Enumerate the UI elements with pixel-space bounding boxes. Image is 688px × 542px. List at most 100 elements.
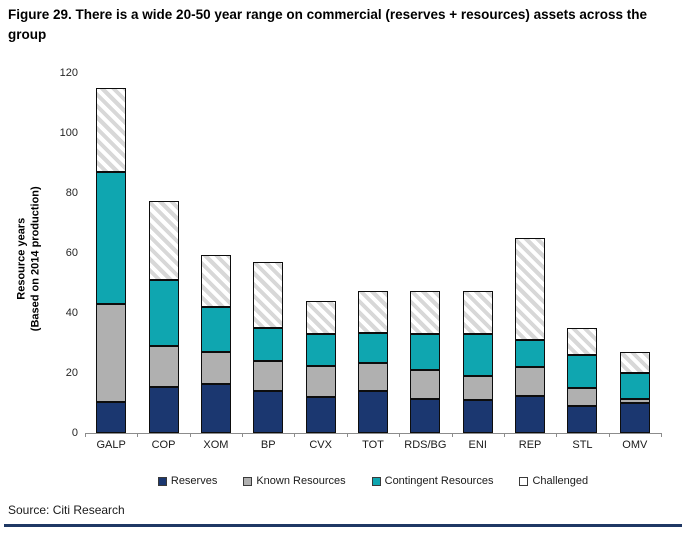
x-tick-label-xom: XOM (203, 439, 229, 451)
legend: Reserves Known Resources Contingent Resour… (85, 475, 661, 487)
bar-segment-reserves (148, 386, 179, 433)
bar-segment-challenged (148, 200, 179, 280)
stacked-bar-rds-bg (410, 73, 441, 433)
bar-segment-contingent-resources (305, 334, 336, 366)
bar-segment-challenged (410, 290, 441, 334)
bar-segment-contingent-resources (148, 280, 179, 346)
x-tick-label-eni: ENI (468, 439, 487, 451)
stacked-bar-cop (148, 73, 179, 433)
y-axis-title: Resource years (Based on 2014 production… (15, 134, 43, 384)
bar-segment-contingent-resources (410, 334, 441, 370)
bar-column-tot (347, 73, 399, 433)
legend-swatch-reserves (157, 476, 167, 486)
bar-segment-contingent-resources (96, 172, 127, 304)
y-tick-label-0: 0 (71, 427, 78, 439)
y-axis-title-line1: Resource years (15, 217, 28, 300)
bar-segment-known-resources (96, 304, 127, 402)
x-tick-label-rep: REP (518, 439, 542, 451)
bar-segment-contingent-resources (619, 373, 650, 399)
plot-area (85, 73, 662, 437)
bar-segment-challenged (357, 290, 388, 333)
bar-column-bp (242, 73, 294, 433)
y-tick-label-100: 100 (59, 127, 78, 139)
bar-segment-known-resources (200, 352, 231, 384)
bar-column-rds-bg (399, 73, 451, 433)
bar-segment-reserves (357, 391, 388, 433)
bar-segment-reserves (567, 406, 598, 433)
bar-column-cvx (294, 73, 346, 433)
bar-segment-known-resources (567, 388, 598, 406)
bar-segment-known-resources (619, 398, 650, 403)
x-boundary-tick (609, 433, 610, 437)
legend-swatch-challenged (519, 476, 529, 486)
y-tick-label-60: 60 (65, 247, 78, 259)
bar-segment-challenged (462, 290, 493, 334)
bar-segment-known-resources (305, 365, 336, 397)
x-boundary-tick (504, 433, 505, 437)
x-boundary-tick (190, 433, 191, 437)
stacked-bar-rep (515, 73, 546, 433)
stacked-bar-eni (462, 73, 493, 433)
bar-column-omv (609, 73, 661, 433)
x-boundary-tick (242, 433, 243, 437)
x-tick-label-cop: COP (151, 439, 176, 451)
bar-column-eni (452, 73, 504, 433)
stacked-bar-tot (357, 73, 388, 433)
x-boundary-tick (452, 433, 453, 437)
bar-segment-reserves (253, 391, 284, 433)
bar-segment-challenged (200, 254, 231, 307)
x-boundary-tick (347, 433, 348, 437)
legend-item-reserves: Reserves (157, 475, 218, 487)
stacked-bar-omv (619, 73, 650, 433)
legend-item-known-resources: Known Resources (243, 475, 346, 487)
bar-column-stl (556, 73, 608, 433)
bar-segment-reserves (305, 397, 336, 433)
x-tick-label-omv: OMV (622, 439, 648, 451)
y-tick-label-80: 80 (65, 187, 78, 199)
bar-column-rep (504, 73, 556, 433)
bar-segment-contingent-resources (357, 332, 388, 363)
x-tick-label-galp: GALP (96, 439, 126, 451)
x-boundary-tick (294, 433, 295, 437)
stacked-bar-cvx (305, 73, 336, 433)
stacked-bar-xom (200, 73, 231, 433)
bar-segment-reserves (515, 395, 546, 433)
x-tick-label-rds-bg: RDS/BG (404, 439, 447, 451)
stacked-bar-chart: Resource years (Based on 2014 production… (0, 60, 688, 487)
bar-segment-reserves (462, 400, 493, 433)
bottom-rule (4, 524, 682, 527)
bar-segment-known-resources (462, 376, 493, 400)
x-tick-label-cvx: CVX (309, 439, 332, 451)
x-boundary-tick (661, 433, 662, 437)
source-note: Source: Citi Research (8, 503, 125, 517)
bar-segment-known-resources (515, 367, 546, 396)
x-boundary-tick (556, 433, 557, 437)
bar-segment-reserves (200, 383, 231, 433)
legend-label-reserves: Reserves (170, 475, 218, 487)
bar-segment-challenged (305, 301, 336, 334)
legend-item-challenged: Challenged (519, 475, 588, 487)
bar-segment-contingent-resources (515, 340, 546, 367)
bar-column-xom (190, 73, 242, 433)
x-boundary-tick (85, 433, 86, 437)
bar-segment-reserves (96, 401, 127, 433)
stacked-bar-bp (253, 73, 284, 433)
bar-segment-contingent-resources (462, 334, 493, 376)
y-tick-label-20: 20 (65, 367, 78, 379)
bar-column-galp (85, 73, 137, 433)
bar-segment-known-resources (253, 361, 284, 391)
bar-segment-challenged (253, 262, 284, 328)
bar-segment-known-resources (357, 362, 388, 391)
bar-segment-challenged (567, 328, 598, 355)
figure-title: Figure 29. There is a wide 20-50 year ra… (8, 7, 647, 43)
x-tick-label-bp: BP (260, 439, 276, 451)
legend-label-challenged: Challenged (532, 475, 589, 487)
bar-segment-known-resources (148, 346, 179, 387)
bar-segment-contingent-resources (567, 355, 598, 388)
x-tick-label-stl: STL (572, 439, 593, 451)
bar-segment-reserves (619, 403, 650, 433)
legend-label-contingent-resources: Contingent Resources (384, 475, 494, 487)
legend-swatch-contingent-resources (371, 476, 381, 486)
x-tick-label-tot: TOT (362, 439, 384, 451)
